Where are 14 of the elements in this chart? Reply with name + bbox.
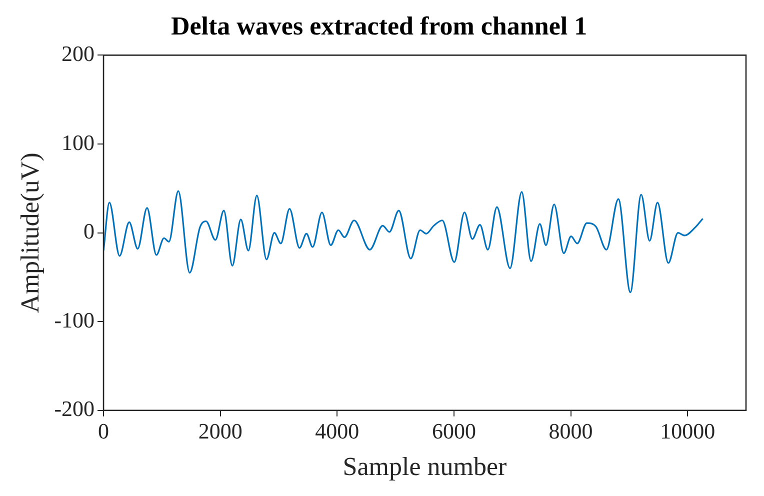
line-series <box>104 190 704 294</box>
y-tick-label: -200 <box>54 396 95 422</box>
y-axis-title: Amplitude(uV) <box>15 152 44 313</box>
y-tick-label: -100 <box>54 307 95 332</box>
x-tick-label: 2000 <box>198 418 242 444</box>
x-tick-label: 6000 <box>432 418 476 444</box>
x-tick-label: 10000 <box>660 418 716 444</box>
y-tick-label: 200 <box>62 40 95 66</box>
x-axis-title: Sample number <box>342 452 508 482</box>
x-tick-label: 4000 <box>315 418 360 444</box>
x-tick-label: 8000 <box>548 418 593 444</box>
y-tick-label: 0 <box>84 218 95 244</box>
chart-title: Delta waves extracted from channel 1 <box>170 11 588 40</box>
y-tick-label: 100 <box>62 130 95 155</box>
